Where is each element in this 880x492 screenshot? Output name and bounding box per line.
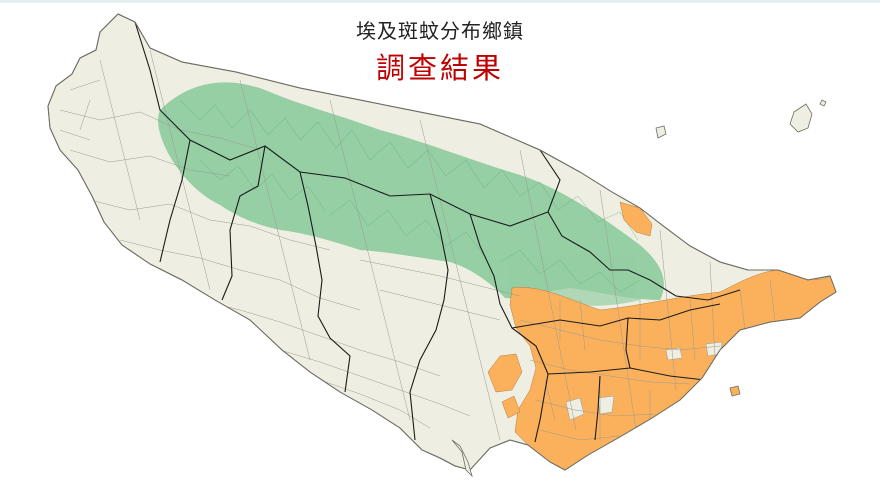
relief-texture [179,99,641,293]
mountain-relief [158,82,664,306]
map-title: 埃及斑蚊分布鄉鎮 [356,19,524,43]
township-boundaries [59,49,776,441]
island-northeast-small [819,99,827,107]
southern-cape [451,439,473,478]
map-title-block: 埃及斑蚊分布鄉鎮 調查結果 [300,18,580,86]
map-subtitle: 調查結果 [375,51,504,85]
island-east [655,125,667,139]
top-rule [0,0,880,3]
island-northeast-large [789,103,813,133]
county-boundaries [134,21,741,443]
mosquito-distribution-area [487,201,836,470]
offshore-islands [655,99,827,397]
coastline [47,13,837,471]
island-southeast [729,385,741,397]
